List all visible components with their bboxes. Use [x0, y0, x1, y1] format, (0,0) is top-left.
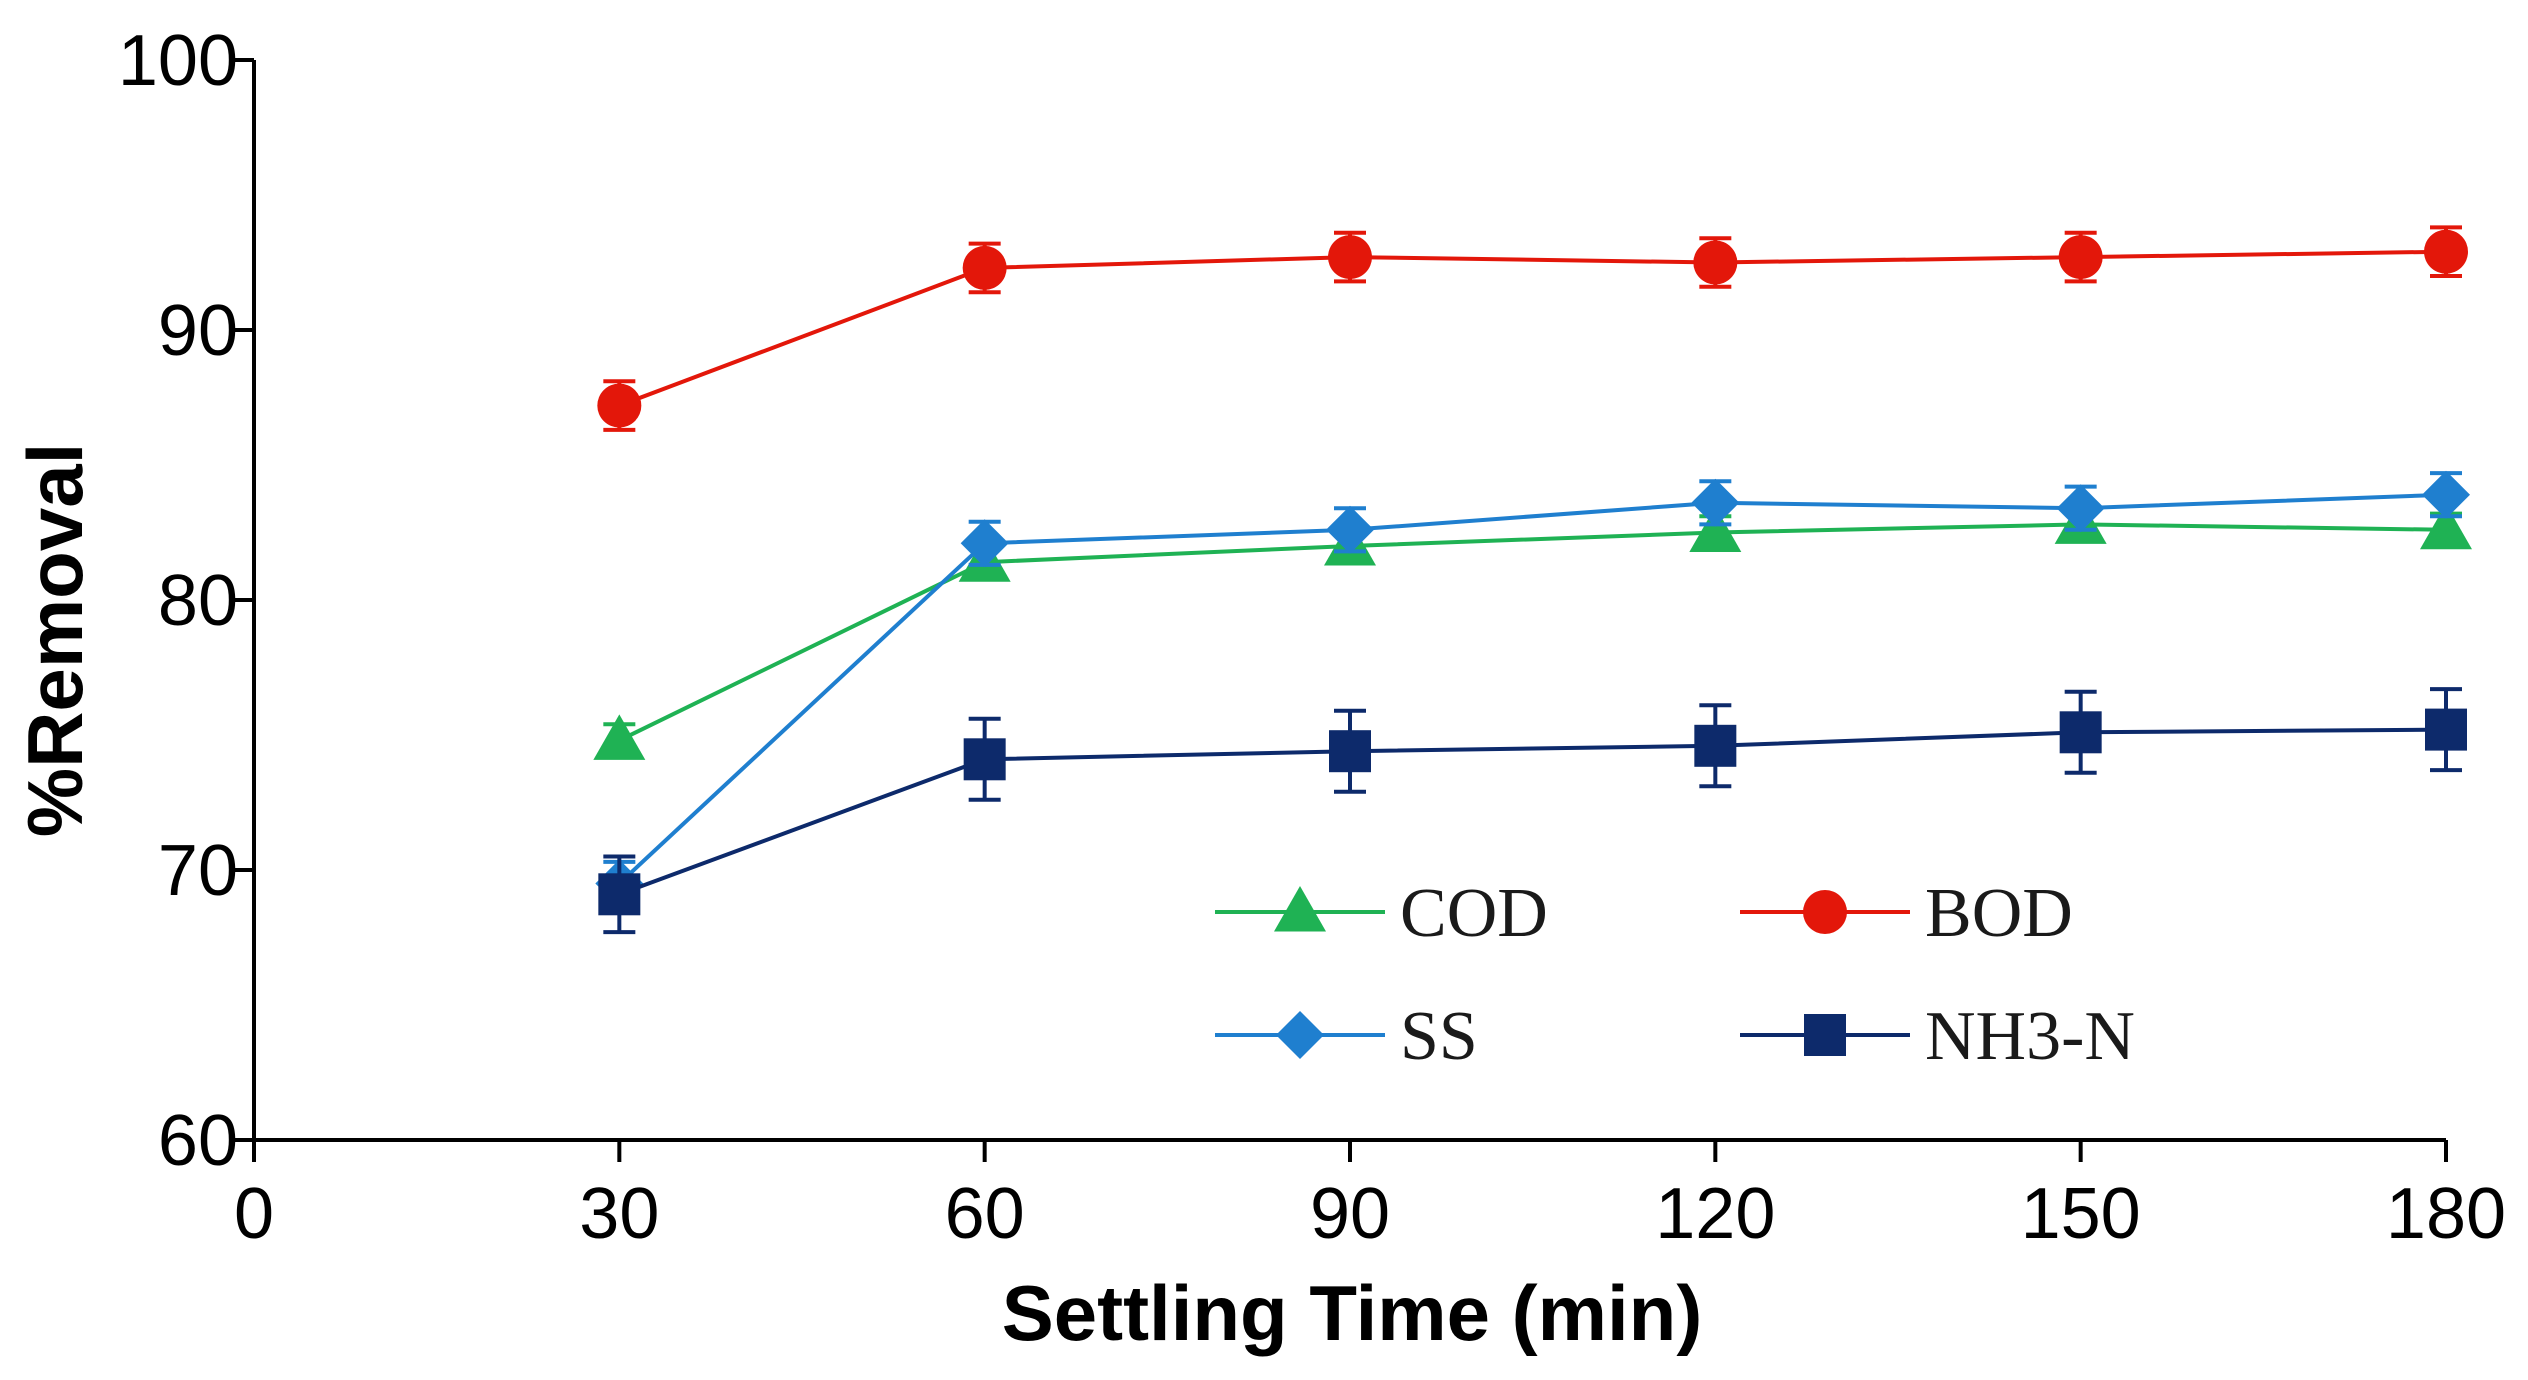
data-point: [1689, 506, 1742, 552]
legend-label: SS: [1400, 998, 1478, 1075]
y-tick-label: 70: [158, 831, 238, 911]
axes: 60 70 80 90 100 0 30 60 90 120 150 180: [118, 21, 2506, 1254]
y-tick-label: 80: [158, 561, 238, 641]
legend-label: NH3-N: [1925, 998, 2135, 1075]
data-point: [2420, 503, 2472, 550]
data-point: [962, 245, 1007, 290]
legend-label: COD: [1400, 875, 1548, 952]
legend-item-ss: SS: [1215, 998, 1478, 1075]
data-point: [1691, 478, 1740, 527]
y-tick-label: 60: [158, 1101, 238, 1181]
data-point: [2424, 229, 2468, 274]
data-point: [1326, 505, 1374, 554]
data-point: [2059, 711, 2102, 754]
legend-marker: [1276, 1011, 1324, 1059]
x-tick-label: 60: [945, 1174, 1025, 1254]
x-tick-label: 30: [579, 1174, 659, 1254]
data-point: [1694, 724, 1737, 767]
data-point: [2058, 235, 2103, 280]
series-line: [617, 492, 2447, 885]
data-point: [598, 873, 641, 916]
x-axis-title: Settling Time (min): [1002, 1269, 1703, 1357]
legend-item-nh3-n: NH3-N: [1740, 998, 2135, 1075]
legend-item-bod: BOD: [1740, 875, 2073, 952]
y-axis-title: %Removal: [11, 443, 99, 838]
data-point: [2056, 484, 2105, 533]
series-line: [618, 522, 2447, 743]
data-point: [1693, 240, 1738, 285]
data-point: [593, 714, 646, 760]
x-tick-label: 150: [2021, 1174, 2141, 1254]
series-bod: [597, 225, 2468, 432]
series-ss: [595, 470, 2470, 908]
series-line: [618, 249, 2447, 408]
legend-marker: [1274, 886, 1326, 932]
legend-item-cod: COD: [1215, 875, 1548, 952]
legend-marker: [1803, 890, 1847, 934]
x-tick-label: 120: [1655, 1174, 1775, 1254]
x-tick-label: 180: [2386, 1174, 2506, 1254]
y-tick-label: 100: [118, 21, 238, 101]
data-point: [597, 383, 642, 428]
data-point: [963, 738, 1006, 781]
legend-marker: [1804, 1014, 1846, 1056]
x-tick-label: 0: [234, 1174, 274, 1254]
x-tick-label: 90: [1310, 1174, 1390, 1254]
series-cod: [593, 498, 2472, 760]
data-point: [2422, 470, 2470, 519]
data-point: [960, 519, 1009, 568]
series-group: [593, 225, 2472, 935]
series-nh3-n: [598, 687, 2467, 935]
series-line: [618, 727, 2447, 897]
y-tick-label: 90: [158, 291, 238, 371]
legend: COD BOD SS NH3-N: [1215, 875, 2135, 1075]
data-point: [2425, 708, 2467, 751]
legend-label: BOD: [1925, 875, 2073, 952]
data-point: [1328, 235, 1372, 280]
data-point: [1329, 730, 1371, 773]
